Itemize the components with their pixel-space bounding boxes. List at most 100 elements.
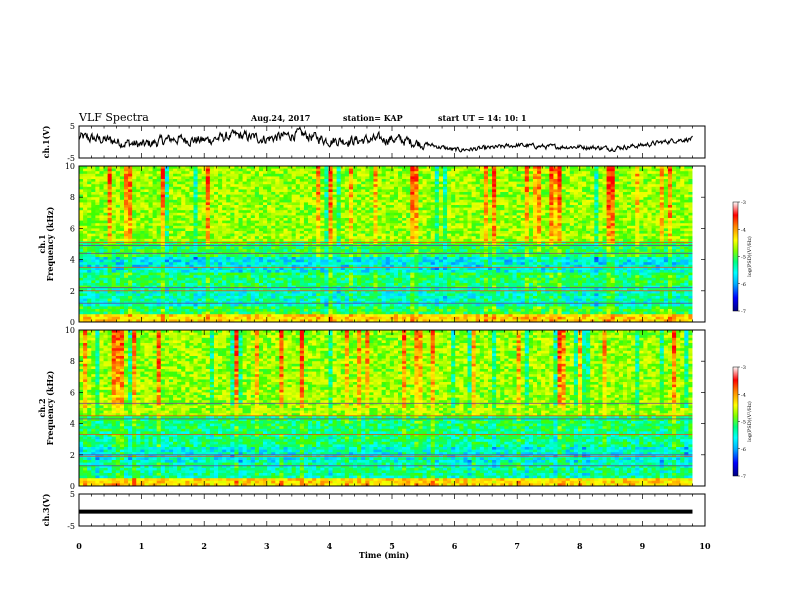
- ch1-spectrogram-cell: [275, 225, 280, 229]
- ch1-spectrogram-cell: [91, 293, 96, 297]
- ch1-spectrogram-cell: [115, 184, 121, 188]
- ch1-spectrogram-cell: [303, 319, 309, 323]
- ch1-spectrogram-cell: [164, 262, 170, 266]
- ch1-spectrogram-cell: [177, 202, 182, 206]
- ch1-spectrogram-cell: [103, 199, 109, 203]
- ch1-spectrogram-cell: [218, 207, 223, 211]
- ch1-spectrogram-cell: [410, 189, 415, 193]
- ch1-spectrogram-cell: [340, 316, 346, 320]
- ch1-spectrogram-cell: [136, 236, 141, 240]
- ch1-spectrogram-cell: [91, 181, 96, 185]
- ch1-spectrogram-cell: [140, 262, 145, 266]
- ch1-spectrogram-cell: [226, 259, 231, 263]
- ch1-spectrogram-cell: [250, 199, 256, 203]
- ch1-spectrogram-cell: [115, 197, 121, 201]
- ch1-spectrogram-cell: [222, 306, 227, 310]
- ch1-spectrogram-cell: [193, 257, 199, 260]
- ch1-spectrogram-cell: [303, 280, 309, 284]
- ch1-spectrogram-cell: [295, 277, 301, 281]
- ch1-spectrogram-cell: [226, 301, 231, 305]
- ch1-spectrogram-cell: [299, 293, 305, 297]
- ch1-spectrogram-cell: [168, 259, 174, 263]
- ch1-spectrogram-cell: [414, 176, 419, 180]
- ch1-spectrogram-cell: [148, 246, 154, 250]
- ch1-spectrogram-cell: [148, 173, 154, 177]
- ch1-spectrogram-cell: [283, 194, 288, 198]
- ch1-spectrogram-cell: [87, 254, 92, 258]
- ch1-spectrogram-cell: [140, 301, 145, 305]
- ch1-spectrogram-cell: [254, 181, 260, 185]
- ch1-spectrogram-cell: [234, 285, 239, 289]
- ch1-spectrogram-cell: [87, 314, 92, 318]
- ch1-spectrogram-cell: [189, 184, 194, 188]
- ch1-spectrogram-cell: [128, 270, 133, 273]
- ch1-spectrogram-cell: [103, 173, 109, 177]
- ch1-spectrogram-cell: [340, 259, 346, 263]
- ch1-spectrogram-cell: [389, 270, 395, 273]
- ch1-spectrogram-cell: [226, 254, 231, 258]
- ch1-spectrogram-cell: [402, 236, 407, 240]
- ch1-spectrogram-cell: [393, 293, 399, 297]
- ch1-spectrogram-cell: [324, 220, 329, 224]
- ch1-spectrogram-cell: [205, 316, 211, 320]
- ch1-spectrogram-cell: [99, 254, 104, 258]
- ch1-spectrogram-cell: [267, 192, 272, 195]
- ch1-spectrogram-cell: [123, 197, 129, 201]
- ch1-spectrogram-cell: [83, 280, 88, 284]
- ch1-spectrogram-cell: [283, 202, 288, 206]
- ch1-spectrogram-cell: [201, 296, 207, 299]
- ch1-spectrogram-cell: [201, 280, 207, 284]
- ch1-spectrogram-cell: [205, 212, 211, 216]
- ch1-spectrogram-cell: [275, 290, 280, 294]
- ch1-spectrogram-cell: [181, 275, 186, 279]
- ch1-spectrogram-cell: [87, 199, 92, 203]
- ch1-spectrogram-cell: [340, 246, 346, 250]
- ch1-spectrogram-cell: [279, 186, 284, 190]
- ch1-spectrogram-cell: [320, 171, 325, 175]
- ch1-spectrogram-cell: [91, 311, 96, 315]
- ch1-spectrogram-cell: [164, 246, 170, 250]
- ch1-spectrogram-cell: [181, 168, 186, 172]
- ch1-spectrogram-cell: [193, 259, 199, 263]
- ch1-spectrogram-cell: [393, 186, 399, 190]
- ch1-spectrogram-cell: [357, 220, 362, 224]
- ch1-spectrogram-cell: [164, 249, 170, 253]
- ch1-spectrogram-cell: [398, 186, 403, 190]
- ch1-spectrogram-cell: [336, 298, 342, 302]
- ch1-spectrogram-cell: [173, 290, 178, 294]
- ch1-spectrogram-cell: [357, 205, 362, 208]
- ch1-spectrogram-cell: [87, 275, 92, 279]
- ch1-spectrogram-cell: [303, 236, 309, 240]
- ch1-spectrogram-cell: [119, 257, 125, 260]
- ch1-spectrogram-cell: [156, 311, 162, 315]
- ch1-spectrogram-cell: [213, 316, 219, 320]
- ch1-spectrogram-cell: [283, 280, 288, 284]
- ch1-spectrogram-cell: [201, 202, 207, 206]
- ch1-spectrogram-cell: [136, 184, 141, 188]
- ch1-spectrogram-cell: [369, 316, 374, 320]
- ch1-spectrogram-cell: [275, 293, 280, 297]
- ch1-spectrogram-cell: [328, 225, 333, 229]
- ch1-spectrogram-cell: [222, 249, 227, 253]
- ch1-spectrogram-cell: [377, 238, 383, 242]
- ch1-spectrogram-cell: [299, 303, 305, 307]
- ch1-spectrogram-cell: [193, 296, 199, 299]
- ch1-spectrogram-cell: [385, 202, 391, 206]
- ch1-spectrogram-cell: [373, 184, 378, 188]
- ch1-spectrogram-cell: [87, 215, 92, 219]
- ch1-spectrogram-cell: [369, 264, 374, 268]
- ch1-spectrogram-cell: [107, 272, 113, 276]
- ch1-spectrogram-cell: [103, 225, 109, 229]
- ch1-spectrogram-cell: [201, 262, 207, 266]
- ch1-spectrogram-cell: [128, 314, 133, 318]
- ch1-spectrogram-cell: [136, 171, 141, 175]
- ch1-spectrogram-cell: [115, 319, 121, 323]
- ch1-spectrogram-cell: [181, 296, 186, 299]
- ch1-spectrogram-cell: [156, 236, 162, 240]
- ch1-spectrogram-cell: [324, 246, 329, 250]
- ch1-spectrogram-cell: [250, 298, 256, 302]
- ch1-spectrogram-cell: [250, 303, 256, 307]
- ch1-spectrogram-cell: [361, 264, 366, 268]
- ch1-spectrogram-cell: [357, 288, 362, 292]
- ch1-spectrogram-cell: [148, 283, 154, 286]
